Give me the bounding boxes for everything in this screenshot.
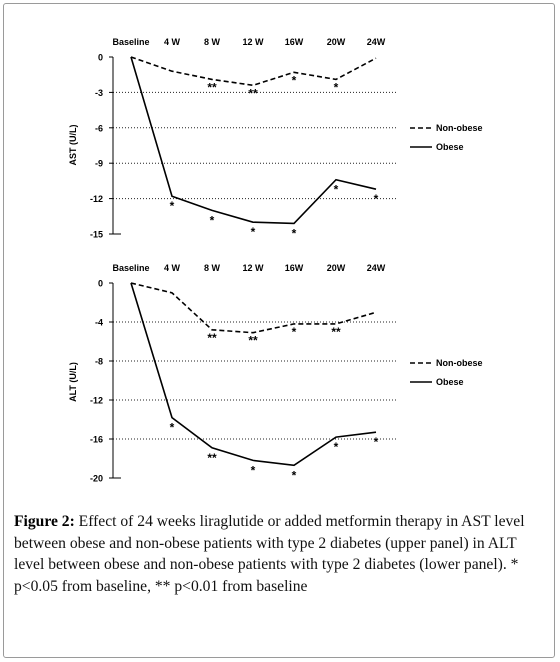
- figure-charts: 0 -3 -6 -9 -12 -15 AST (U/L) Baseline 4 W 8 W 12 W…: [68, 37, 483, 484]
- significance-mark: *: [170, 421, 175, 435]
- legend-label: Obese: [436, 142, 464, 152]
- significance-mark: *: [334, 80, 339, 94]
- significance-mark: *: [170, 199, 175, 213]
- figure-frame: [3, 3, 555, 658]
- y-axis-title: ALT (U/L): [68, 362, 78, 402]
- significance-mark: *: [292, 468, 297, 482]
- category-label: 20W: [327, 263, 346, 273]
- category-label: 4 W: [164, 37, 181, 47]
- y-tick-label: -12: [90, 194, 103, 204]
- caption-label: Figure 2:: [14, 513, 75, 530]
- category-label: 12 W: [242, 37, 264, 47]
- y-tick-label: -6: [95, 123, 103, 133]
- significance-mark: **: [207, 331, 217, 345]
- significance-mark: *: [292, 325, 297, 339]
- y-tick-label: -20: [90, 474, 103, 484]
- alt-panel: 0 -4 -8 -12 -16 -20 ALT (U/L) Baseline 4 W 8 W 12 …: [68, 263, 483, 484]
- caption-text: Effect of 24 weeks liraglutide or added …: [14, 513, 525, 595]
- significance-mark: *: [334, 440, 339, 454]
- series-line-non-obese: [130, 56, 377, 87]
- category-label: 4 W: [164, 263, 181, 273]
- category-label: 8 W: [204, 37, 221, 47]
- y-tick-label: -9: [95, 159, 103, 169]
- y-tick-label: -16: [90, 435, 103, 445]
- series-line-obese: [130, 56, 377, 225]
- significance-mark: **: [248, 334, 258, 348]
- legend-label: Non-obese: [436, 123, 483, 133]
- significance-mark: *: [251, 225, 256, 239]
- y-tick-label: -15: [90, 230, 103, 240]
- series-line-obese: [130, 282, 377, 467]
- category-label: 24W: [367, 263, 386, 273]
- category-label: 20W: [327, 37, 346, 47]
- y-tick-label: -12: [90, 396, 103, 406]
- y-tick-label: 0: [98, 53, 103, 63]
- figure-caption: Figure 2: Effect of 24 weeks liraglutide…: [14, 511, 548, 597]
- significance-mark: *: [292, 73, 297, 87]
- category-label: 16W: [285, 263, 304, 273]
- significance-mark: *: [374, 435, 379, 449]
- category-label: 24W: [367, 37, 386, 47]
- category-label: Baseline: [112, 263, 149, 273]
- y-tick-label: 0: [98, 279, 103, 289]
- significance-mark: *: [374, 192, 379, 206]
- y-axis-title: AST (U/L): [68, 125, 78, 166]
- category-label: 16W: [285, 37, 304, 47]
- category-label: 12 W: [242, 263, 264, 273]
- significance-mark: *: [334, 183, 339, 197]
- significance-mark: *: [210, 213, 215, 227]
- legend-label: Obese: [436, 377, 464, 387]
- ast-panel: 0 -3 -6 -9 -12 -15 AST (U/L) Baseline 4 W 8 W 12 W…: [68, 37, 483, 240]
- category-label: Baseline: [112, 37, 149, 47]
- significance-mark: **: [207, 80, 217, 94]
- y-tick-label: -8: [95, 357, 103, 367]
- significance-mark: *: [292, 226, 297, 240]
- category-label: 8 W: [204, 263, 221, 273]
- series-line-non-obese: [130, 282, 377, 334]
- significance-mark: **: [207, 451, 217, 465]
- y-tick-label: -3: [95, 88, 103, 98]
- significance-mark: **: [248, 86, 258, 100]
- legend-label: Non-obese: [436, 358, 483, 368]
- significance-mark: **: [331, 325, 341, 339]
- y-tick-label: -4: [95, 318, 103, 328]
- significance-mark: *: [251, 463, 256, 477]
